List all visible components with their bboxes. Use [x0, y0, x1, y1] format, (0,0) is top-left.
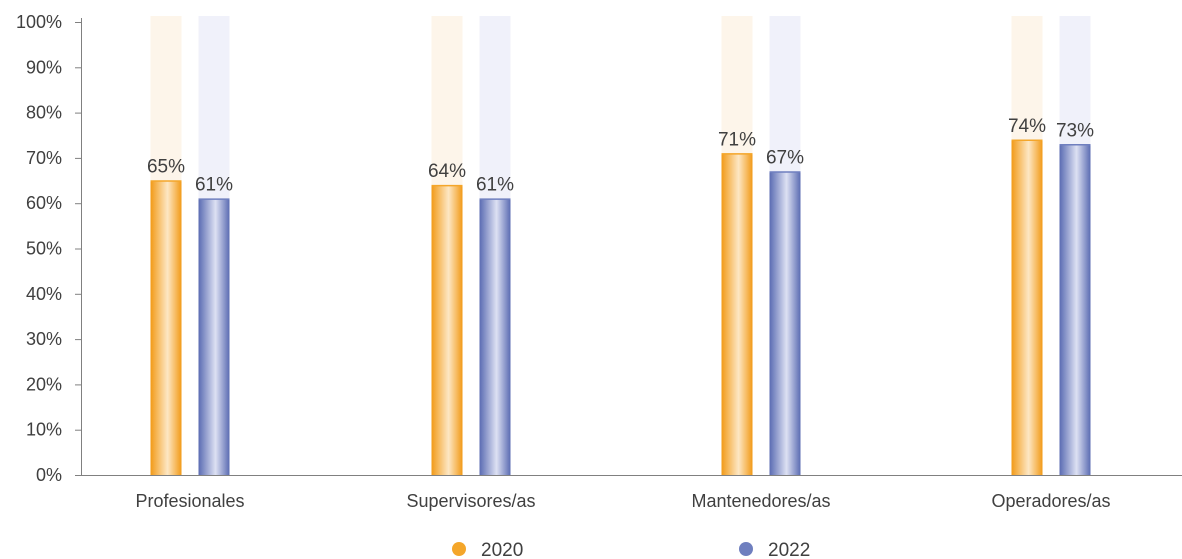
data-label-2022-3: 67%	[766, 147, 804, 168]
legend-label-2020: 2020	[481, 540, 523, 559]
bar-2022-1	[198, 198, 230, 476]
legend: 2020 2022	[452, 540, 810, 559]
legend-marker-2022	[739, 542, 753, 556]
y-tick-label-100: 100%	[16, 12, 62, 32]
category-label-4: Operadores/as	[991, 491, 1110, 511]
bar-2020-4	[1011, 139, 1043, 475]
y-tick-label-20: 20%	[26, 374, 62, 394]
data-label-2020-1: 65%	[147, 157, 185, 178]
data-label-2020-4: 74%	[1008, 116, 1046, 137]
y-tick-label-80: 80%	[26, 103, 62, 123]
y-tick-label-70: 70%	[26, 148, 62, 168]
bar-2022-2	[479, 198, 511, 476]
category-label-1: Profesionales	[135, 491, 244, 511]
y-tick-label-0: 0%	[36, 465, 62, 485]
axes	[81, 18, 1182, 476]
bar-tracks	[150, 16, 1091, 475]
data-label-2022-2: 61%	[476, 175, 514, 196]
y-tick-label-90: 90%	[26, 57, 62, 77]
x-axis-categories: Profesionales Supervisores/as Mantenedores…	[135, 491, 1110, 511]
bar-2020-3	[721, 153, 753, 475]
data-label-2022-1: 61%	[195, 175, 233, 196]
y-tick-label-30: 30%	[26, 329, 62, 349]
y-tick-label-10: 10%	[26, 420, 62, 440]
category-label-2: Supervisores/as	[406, 491, 535, 511]
bars	[150, 139, 1091, 476]
data-label-2020-2: 64%	[428, 161, 466, 182]
bar-2020-1	[150, 180, 182, 476]
data-labels: 65% 61% 64% 61% 71% 67% 74% 73%	[147, 116, 1094, 196]
legend-label-2022: 2022	[768, 540, 810, 559]
data-label-2020-3: 71%	[718, 129, 756, 150]
y-tick-label-60: 60%	[26, 193, 62, 213]
data-label-2022-4: 73%	[1056, 120, 1094, 141]
y-axis-ticks: 0% 10% 20% 30% 40% 50% 60% 70% 80% 90% 100%	[16, 12, 81, 485]
bar-2022-3	[769, 171, 801, 476]
category-label-3: Mantenedores/as	[691, 491, 830, 511]
y-tick-label-50: 50%	[26, 239, 62, 259]
legend-marker-2020	[452, 542, 466, 556]
y-tick-label-40: 40%	[26, 284, 62, 304]
bar-2020-2	[431, 185, 463, 475]
bar-2022-4	[1059, 144, 1091, 475]
